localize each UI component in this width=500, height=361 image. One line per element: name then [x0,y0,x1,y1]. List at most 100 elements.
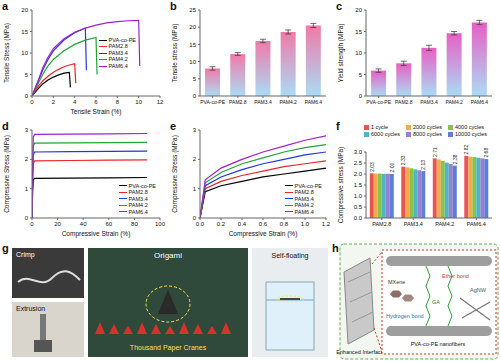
html-text:Tensile Strain (%): Tensile Strain (%) [70,108,122,115]
svg-text:2.71: 2.71 [432,147,438,157]
svg-text:GA: GA [432,299,440,305]
svg-text:2.5: 2.5 [354,160,363,166]
svg-text:20: 20 [189,24,196,30]
svg-text:80: 80 [131,221,138,227]
svg-text:3: 3 [25,127,29,133]
svg-text:PAM6.4: PAM6.4 [467,221,486,227]
svg-text:100: 100 [155,221,166,227]
svg-text:4: 4 [73,99,77,105]
svg-text:PAM3.4: PAM3.4 [254,99,272,105]
svg-text:0: 0 [193,93,197,99]
svg-text:Thousand Paper Cranes: Thousand Paper Cranes [130,344,207,352]
svg-text:2.13: 2.13 [420,160,426,170]
svg-text:PAM6.4: PAM6.4 [305,99,323,105]
svg-text:0.5: 0.5 [354,204,363,210]
svg-text:1.2: 1.2 [322,221,331,227]
svg-text:Extrusion: Extrusion [16,305,45,312]
svg-text:PAM3.4: PAM3.4 [420,99,438,105]
svg-text:10: 10 [135,99,142,105]
svg-text:1: 1 [193,186,197,192]
svg-text:5: 5 [25,72,29,78]
svg-text:25: 25 [189,7,196,13]
svg-text:2.03: 2.03 [369,162,375,172]
svg-text:8: 8 [116,99,120,105]
svg-text:PAM2.8: PAM2.8 [372,221,391,227]
svg-text:Crimp: Crimp [16,251,35,259]
svg-text:Hydrogen bond: Hydrogen bond [386,313,424,319]
svg-text:1.0: 1.0 [354,193,363,199]
html-text:Compressive stress (MPa): Compressive stress (MPa) [336,146,344,224]
html-text:a: a [2,0,9,12]
html-text:b: b [170,0,177,12]
html-text:c: c [336,0,343,12]
html-text:Tensile stress (MPa): Tensile stress (MPa) [170,23,178,83]
svg-text:0: 0 [193,215,197,221]
svg-text:1.5: 1.5 [354,182,363,188]
svg-text:20: 20 [54,221,61,227]
svg-text:10: 10 [21,50,28,56]
svg-text:0.6: 0.6 [259,221,268,227]
svg-text:0.4: 0.4 [238,221,247,227]
svg-text:0: 0 [30,221,34,227]
svg-text:2.82: 2.82 [463,145,469,155]
html-text:Compressive Stress (MPa): Compressive Stress (MPa) [170,135,178,213]
html-text:PAM4.2: PAM4.2 [108,56,128,63]
svg-text:3.0: 3.0 [354,149,363,155]
html-text:Yield strength (MPa): Yield strength (MPa) [336,23,344,83]
svg-text:Ether bond: Ether bond [442,273,469,279]
svg-text:2.38: 2.38 [452,154,458,164]
svg-text:0.0: 0.0 [354,215,363,221]
svg-text:1: 1 [25,186,29,192]
svg-text:2: 2 [52,99,56,105]
html-text:PVA-co-PE: PVA-co-PE [108,36,136,43]
svg-text:2.68: 2.68 [483,148,489,158]
svg-text:MXene: MXene [388,279,405,285]
svg-text:PVA-co-PE: PVA-co-PE [366,99,392,105]
svg-text:20: 20 [355,7,362,13]
svg-text:PVA-co-PE nanofibers: PVA-co-PE nanofibers [411,341,466,347]
svg-text:Self-floating: Self-floating [272,252,309,260]
html-text:Tensile Stress (MPa): Tensile Stress (MPa) [2,23,10,83]
svg-text:0.0: 0.0 [196,221,205,227]
svg-text:2: 2 [193,156,197,162]
svg-text:20: 20 [21,7,28,13]
svg-text:0.2: 0.2 [217,221,226,227]
html-text:PAM6.4: PAM6.4 [108,62,128,69]
svg-text:40: 40 [80,221,87,227]
svg-text:PAM3.4: PAM3.4 [404,221,423,227]
svg-text:10: 10 [189,59,196,65]
svg-text:15: 15 [355,29,362,35]
svg-text:5: 5 [359,72,363,78]
svg-text:60: 60 [105,221,112,227]
svg-text:0: 0 [359,93,363,99]
html-text:PAM3.4: PAM3.4 [108,49,128,56]
svg-text:PAM4.2: PAM4.2 [279,99,297,105]
svg-text:2: 2 [25,156,29,162]
svg-text:AgNW: AgNW [470,287,487,293]
svg-text:PVA-co-PE: PVA-co-PE [200,99,226,105]
svg-text:15: 15 [21,29,28,35]
svg-text:15: 15 [189,42,196,48]
svg-text:1.0: 1.0 [301,221,310,227]
svg-text:2.00: 2.00 [389,163,395,173]
svg-text:PAM2.8: PAM2.8 [229,99,247,105]
svg-text:Enhanced Interface: Enhanced Interface [336,349,384,355]
svg-text:3: 3 [193,127,197,133]
svg-text:PAM4.2: PAM4.2 [435,221,454,227]
svg-text:0.8: 0.8 [280,221,289,227]
svg-text:0: 0 [25,93,29,99]
html-text:Compressive Stress (MPa): Compressive Stress (MPa) [2,135,10,213]
svg-text:0: 0 [25,215,29,221]
svg-text:PAM6.4: PAM6.4 [471,99,489,105]
svg-text:12: 12 [157,99,164,105]
svg-text:PAM2.8: PAM2.8 [395,99,413,105]
svg-text:10: 10 [355,50,362,56]
svg-text:PAM4.2: PAM4.2 [445,99,463,105]
svg-text:2.33: 2.33 [400,155,406,165]
svg-text:0: 0 [30,99,34,105]
svg-text:6: 6 [94,99,98,105]
html-text:PAM2.8: PAM2.8 [108,43,128,50]
svg-text:5: 5 [193,76,197,82]
svg-text:2.0: 2.0 [354,171,363,177]
svg-text:Origami: Origami [154,251,182,260]
